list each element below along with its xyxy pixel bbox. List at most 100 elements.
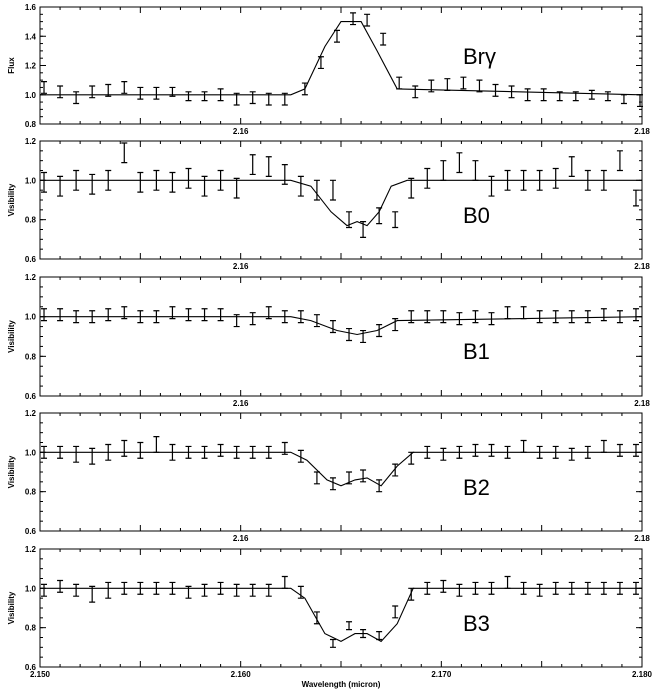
error-bar-point [632,308,639,322]
error-bar-point [524,88,531,102]
error-bar-point [346,621,353,631]
error-bar-point [313,314,320,328]
error-bar-point [424,445,431,459]
error-bar-point [153,169,160,191]
error-bar-point [392,605,399,619]
error-bar-point [376,479,383,493]
error-bar-point [105,581,112,599]
error-bar-point [396,76,403,90]
error-bar-point [105,308,112,322]
error-bar-point [456,312,463,326]
error-bar-point [153,436,160,453]
error-bar-point [360,221,367,238]
error-bar-point [57,445,64,459]
error-bar-point [265,156,272,177]
x-tick-label: 2.18 [634,534,650,543]
error-bar-point [73,169,80,191]
error-bar-point [233,314,240,328]
plot-frame [39,412,643,532]
error-bar-point [552,445,559,459]
panel-b2-group: 0.6 0.8 1.0 1.2 2.16 2.18 Visibility B2 [7,409,650,543]
panel-label: B3 [463,611,490,636]
y-tick-label: 0.6 [25,255,37,264]
error-bar-point [504,445,511,459]
error-bar-point [57,579,64,593]
error-bar-point [552,581,559,595]
y-tick-label: 1.0 [25,313,37,322]
plot-frame [39,548,643,668]
error-bar-point [185,167,192,189]
error-bar-point [249,154,256,176]
error-bar-point [329,477,336,491]
error-bar-point [360,629,367,639]
error-bar-point [265,92,272,106]
x-tick-label: 2.150 [30,670,51,679]
y-tick-label: 1.0 [25,176,37,185]
error-bar-point [552,167,559,189]
error-bar-point [249,91,256,105]
x-tick-label: 2.16 [233,399,249,408]
error-bar-point [360,329,367,344]
error-bar-point [508,85,515,99]
error-bar-point [153,581,160,595]
error-bar-point [616,581,623,595]
error-bar-point [89,585,96,603]
error-bar-point [364,13,371,27]
error-bar-point [201,445,208,459]
error-bar-point [249,583,256,597]
error-bar-point [233,92,240,106]
error-bar-point [600,581,607,595]
error-bar-point [297,310,304,324]
error-bar-point [281,310,288,324]
error-bar-point [201,91,208,102]
error-bar-point [73,445,80,463]
error-bar-point [169,443,176,461]
x-tick-label: 2.18 [634,399,650,408]
error-bar-point [121,306,128,320]
error-bar-point [360,469,367,483]
error-bar-point [472,443,479,457]
x-tick-label: 2.16 [233,127,249,136]
error-bar-point [476,79,483,93]
error-bar-point [376,207,383,225]
y-tick-label: 1.2 [25,545,37,554]
error-bar-point [41,583,48,597]
panel-label: Brγ [463,44,496,69]
error-bar-point [460,76,467,90]
error-bar-point [281,164,288,185]
error-bar-point [333,29,340,43]
error-bar-point [536,583,543,597]
error-bar-point [313,611,320,625]
error-bar-point [137,441,144,459]
plot-frame [39,140,643,260]
error-bar-point [265,306,272,320]
model-curve [40,316,643,336]
error-bar-point [105,83,112,97]
error-bar-point [456,152,463,174]
y-tick-label: 1.2 [25,409,37,418]
error-bar-point [265,583,272,597]
error-bar-point [41,308,48,322]
y-tick-label: 1.0 [25,448,37,457]
y-tick-label: 0.6 [25,392,37,401]
y-tick-label: 0.6 [25,527,37,536]
error-bar-point [57,308,64,322]
error-bar-point [520,169,527,191]
error-bar-point [440,579,447,593]
y-tick-label: 1.0 [25,584,37,593]
error-bar-point [217,443,224,457]
error-bar-point [552,310,559,324]
error-bar-point [568,310,575,324]
error-bar-point [201,583,208,597]
error-bar-point [632,581,639,595]
x-tick-label: 2.18 [634,262,650,271]
error-bar-point [297,449,304,463]
error-bar-point [424,167,431,189]
error-bar-point [620,94,627,105]
error-bar-point [249,312,256,326]
error-bar-point [233,177,240,199]
error-bar-point [616,310,623,324]
model-curve [40,179,642,227]
error-bar-point [329,179,336,201]
error-bar-point [217,308,224,322]
